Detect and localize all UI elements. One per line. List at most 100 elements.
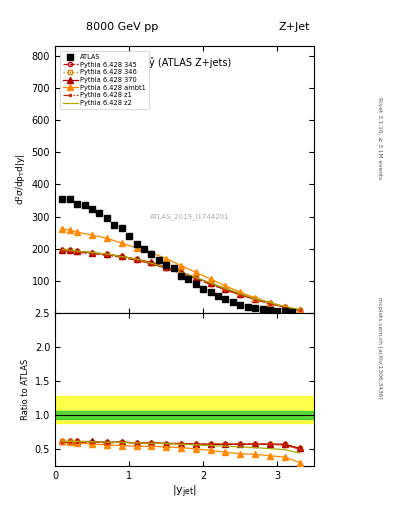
Pythia 6.428 ambt1: [268, 300, 272, 306]
ATLAS: [268, 307, 272, 313]
Pythia 6.428 z1: [164, 265, 169, 271]
Pythia 6.428 345: [119, 254, 124, 260]
Pythia 6.428 ambt1: [283, 304, 287, 310]
Pythia 6.428 346: [68, 247, 72, 253]
Pythia 6.428 ambt1: [253, 295, 257, 301]
ATLAS: [260, 306, 265, 312]
Pythia 6.428 345: [149, 260, 154, 266]
Line: ATLAS: ATLAS: [60, 196, 295, 315]
Pythia 6.428 ambt1: [164, 255, 169, 262]
Pythia 6.428 345: [193, 275, 198, 282]
Line: Pythia 6.428 ambt1: Pythia 6.428 ambt1: [60, 226, 302, 313]
Y-axis label: Ratio to ATLAS: Ratio to ATLAS: [22, 359, 31, 420]
Pythia 6.428 370: [164, 264, 169, 270]
Pythia 6.428 ambt1: [134, 245, 139, 251]
Pythia 6.428 346: [105, 251, 109, 258]
ATLAS: [275, 308, 280, 314]
ATLAS: [245, 304, 250, 310]
Pythia 6.428 370: [105, 251, 109, 258]
Pythia 6.428 ambt1: [149, 250, 154, 256]
Pythia 6.428 370: [60, 246, 65, 252]
Pythia 6.428 z2: [60, 246, 65, 252]
Pythia 6.428 z2: [164, 264, 169, 270]
Pythia 6.428 346: [90, 250, 94, 256]
ATLAS: [223, 296, 228, 302]
Pythia 6.428 370: [179, 269, 184, 275]
ATLAS: [141, 246, 146, 252]
ATLAS: [156, 257, 161, 263]
Text: 8000 GeV pp: 8000 GeV pp: [86, 22, 158, 32]
ATLAS: [193, 281, 198, 287]
Pythia 6.428 z1: [238, 292, 242, 298]
ATLAS: [164, 262, 169, 268]
Pythia 6.428 346: [149, 260, 154, 266]
ATLAS: [90, 205, 94, 211]
ATLAS: [119, 225, 124, 231]
ATLAS: [171, 265, 176, 271]
Pythia 6.428 346: [60, 247, 65, 253]
Pythia 6.428 346: [253, 296, 257, 302]
Pythia 6.428 z2: [105, 251, 109, 257]
Pythia 6.428 z1: [134, 258, 139, 264]
Pythia 6.428 ambt1: [68, 227, 72, 233]
Line: Pythia 6.428 z2: Pythia 6.428 z2: [62, 249, 299, 310]
Text: mcplots.cern.ch [arXiv:1306.3436]: mcplots.cern.ch [arXiv:1306.3436]: [377, 297, 382, 399]
Pythia 6.428 346: [119, 253, 124, 260]
Pythia 6.428 z1: [268, 301, 272, 307]
Pythia 6.428 ambt1: [75, 229, 80, 235]
Pythia 6.428 ambt1: [119, 240, 124, 246]
ATLAS: [201, 286, 206, 292]
Pythia 6.428 370: [75, 248, 80, 254]
ATLAS: [238, 302, 242, 308]
ATLAS: [68, 196, 72, 202]
ATLAS: [216, 292, 220, 298]
Pythia 6.428 z1: [75, 249, 80, 255]
Pythia 6.428 345: [75, 249, 80, 255]
Text: ŷ (ATLAS Z+jets): ŷ (ATLAS Z+jets): [149, 57, 231, 68]
ATLAS: [149, 251, 154, 257]
Pythia 6.428 345: [90, 250, 94, 257]
Pythia 6.428 345: [297, 307, 302, 313]
Pythia 6.428 370: [268, 300, 272, 306]
Pythia 6.428 z1: [253, 296, 257, 303]
Line: Pythia 6.428 z1: Pythia 6.428 z1: [61, 249, 302, 312]
Pythia 6.428 ambt1: [208, 276, 213, 282]
X-axis label: |y$_\mathregular{jet}$|: |y$_\mathregular{jet}$|: [172, 483, 197, 500]
Pythia 6.428 370: [238, 291, 242, 297]
Pythia 6.428 z2: [193, 274, 198, 281]
Pythia 6.428 346: [179, 269, 184, 275]
ATLAS: [179, 273, 184, 280]
Pythia 6.428 346: [75, 248, 80, 254]
Pythia 6.428 345: [253, 296, 257, 303]
Text: Rivet 3.1.10, ≥ 3.1M events: Rivet 3.1.10, ≥ 3.1M events: [377, 97, 382, 179]
Pythia 6.428 345: [105, 252, 109, 258]
Pythia 6.428 370: [134, 256, 139, 262]
ATLAS: [105, 215, 109, 221]
Pythia 6.428 z2: [283, 304, 287, 310]
ATLAS: [75, 201, 80, 207]
Pythia 6.428 345: [164, 265, 169, 271]
Pythia 6.428 z1: [119, 254, 124, 260]
Legend: ATLAS, Pythia 6.428 345, Pythia 6.428 346, Pythia 6.428 370, Pythia 6.428 ambt1,: ATLAS, Pythia 6.428 345, Pythia 6.428 34…: [60, 51, 149, 110]
Pythia 6.428 346: [223, 286, 228, 292]
Pythia 6.428 345: [208, 281, 213, 287]
Pythia 6.428 370: [208, 280, 213, 286]
ATLAS: [283, 308, 287, 314]
Pythia 6.428 z1: [105, 252, 109, 259]
Pythia 6.428 346: [208, 281, 213, 287]
Pythia 6.428 ambt1: [105, 235, 109, 241]
ATLAS: [290, 309, 294, 315]
ATLAS: [60, 196, 65, 202]
Pythia 6.428 345: [134, 257, 139, 263]
Pythia 6.428 345: [60, 247, 65, 253]
Pythia 6.428 z1: [90, 251, 94, 257]
ATLAS: [186, 276, 191, 283]
Pythia 6.428 ambt1: [90, 232, 94, 238]
Pythia 6.428 370: [193, 274, 198, 281]
Pythia 6.428 z1: [149, 261, 154, 267]
Pythia 6.428 ambt1: [238, 289, 242, 295]
Pythia 6.428 346: [164, 265, 169, 271]
Pythia 6.428 370: [223, 286, 228, 292]
ATLAS: [253, 305, 257, 311]
Pythia 6.428 ambt1: [297, 307, 302, 313]
